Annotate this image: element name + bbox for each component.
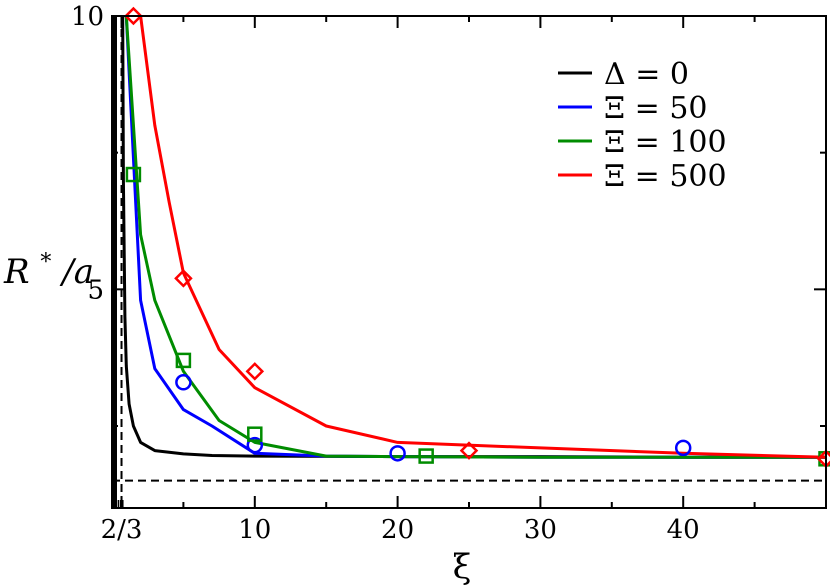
y-axis-title: R * /a — [3, 238, 94, 292]
series-3-marker — [459, 441, 479, 460]
series-2-marker — [247, 426, 263, 442]
y-axis-title-sup: * — [40, 250, 51, 275]
series-2-marker — [125, 166, 142, 183]
series-1-marker — [175, 374, 192, 391]
legend-label-0: Δ = 0 — [604, 57, 689, 92]
x-tick-label: 10 — [238, 515, 271, 545]
x-tick-label: 2/3 — [101, 515, 143, 545]
x-tick-label: 40 — [667, 515, 700, 545]
series-2-marker — [418, 448, 434, 464]
series-3-marker — [245, 362, 265, 381]
series-line-3 — [139, 16, 826, 459]
series-1-marker — [389, 445, 406, 462]
y-tick-label: 10 — [71, 2, 104, 32]
plot-clipped — [112, 16, 826, 508]
frame-layer: 2/3 10 20 30 40 5 10 — [71, 2, 827, 545]
legend-label-2: Ξ = 100 — [604, 125, 727, 160]
series-line-2 — [124, 16, 826, 459]
series-line-0 — [121, 16, 826, 459]
x-axis-title: ξ — [453, 547, 472, 587]
series-3-marker — [174, 269, 193, 288]
y-tick-label: 5 — [87, 275, 104, 305]
plot-frame — [111, 15, 827, 509]
series-1-marker — [674, 439, 692, 457]
x-tick-label: 30 — [524, 515, 557, 545]
series-2-marker — [175, 352, 192, 369]
legend-label-3: Ξ = 500 — [604, 159, 727, 194]
x-tick-label: 20 — [381, 515, 414, 545]
plot-layer — [112, 6, 830, 508]
legend-label-1: Ξ = 50 — [604, 91, 708, 126]
series-3-marker — [124, 6, 143, 26]
y-axis-title-main: R — [3, 252, 30, 292]
y-axis-title-rest: /a — [59, 252, 94, 292]
series-line-1 — [124, 16, 826, 459]
series-1-marker — [246, 436, 264, 454]
